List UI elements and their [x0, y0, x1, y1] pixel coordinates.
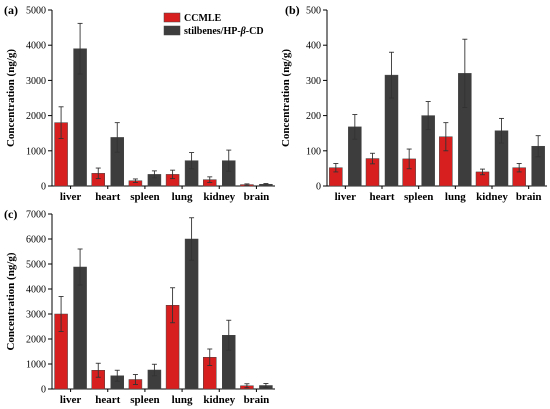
legend-swatch: [163, 25, 181, 36]
x-tick-label: kidney: [476, 191, 508, 203]
y-tick-label: 0: [41, 385, 46, 396]
chart-panel-b: (b) 0 100 200 300 400 500 Concentration (ng/g) l…: [280, 3, 547, 203]
y-tick-label: 4000: [26, 285, 46, 296]
y-tick-label: 0: [41, 182, 46, 193]
x-tick-label: heart: [95, 394, 120, 406]
y-axis-title: Concentration (ng/g): [5, 252, 17, 350]
y-tick-label: 5000: [26, 260, 46, 271]
x-tick-label: spleen: [130, 394, 159, 406]
y-axis-title: Concentration (ng/g): [5, 49, 17, 147]
y-tick-label: 6000: [26, 235, 46, 246]
y-tick-label: 3000: [26, 310, 46, 321]
bar-stilbenes-lung: [184, 238, 199, 390]
x-tick-label: lung: [445, 191, 466, 203]
legend: CCMLE stilbenes/HP-β-CD: [163, 12, 264, 37]
x-tick-label: brain: [516, 191, 542, 203]
x-tick-label: lung: [172, 394, 193, 406]
legend-swatch: [163, 12, 181, 23]
x-tick-label: liver: [60, 394, 81, 406]
y-tick-label: 100: [306, 146, 321, 157]
x-tick-label: heart: [369, 191, 394, 203]
x-tick-label: heart: [95, 191, 120, 203]
y-tick-label: 200: [306, 111, 321, 122]
y-tick-label: 4000: [26, 41, 46, 52]
legend-entry: CCMLE: [184, 13, 222, 24]
y-tick-label: 300: [306, 76, 321, 87]
x-tick-label: liver: [335, 191, 356, 203]
panel-label: (b): [285, 3, 300, 17]
y-tick-label: 2000: [26, 111, 46, 122]
y-tick-label: 1000: [26, 146, 46, 157]
chart-panel-c: (c) 0 1000 2000 3000 4000 5000 6000 7000 Concentr…: [4, 207, 275, 406]
x-tick-label: spleen: [404, 191, 433, 203]
x-tick-label: brain: [244, 394, 270, 406]
y-tick-label: 500: [306, 6, 321, 17]
x-tick-label: kidney: [203, 191, 235, 203]
y-tick-label: 1000: [26, 360, 46, 371]
x-tick-label: brain: [244, 191, 270, 203]
legend-entry: stilbenes/HP-β-CD: [184, 26, 264, 37]
x-tick-label: lung: [172, 191, 193, 203]
x-tick-label: kidney: [203, 394, 235, 406]
y-tick-label: 7000: [26, 210, 46, 221]
y-tick-label: 0: [316, 182, 321, 193]
chart-panel-a: (a) 0 1000 2000 3000 4000 5000 Concentration (n…: [4, 3, 275, 203]
y-tick-label: 3000: [26, 76, 46, 87]
y-axis-title: Concentration (ng/g): [280, 49, 292, 147]
y-tick-label: 5000: [26, 6, 46, 17]
y-tick-label: 400: [306, 41, 321, 52]
x-tick-label: liver: [60, 191, 81, 203]
panel-label: (a): [4, 3, 18, 17]
y-tick-label: 2000: [26, 335, 46, 346]
x-tick-label: spleen: [130, 191, 159, 203]
panel-label: (c): [4, 207, 17, 221]
